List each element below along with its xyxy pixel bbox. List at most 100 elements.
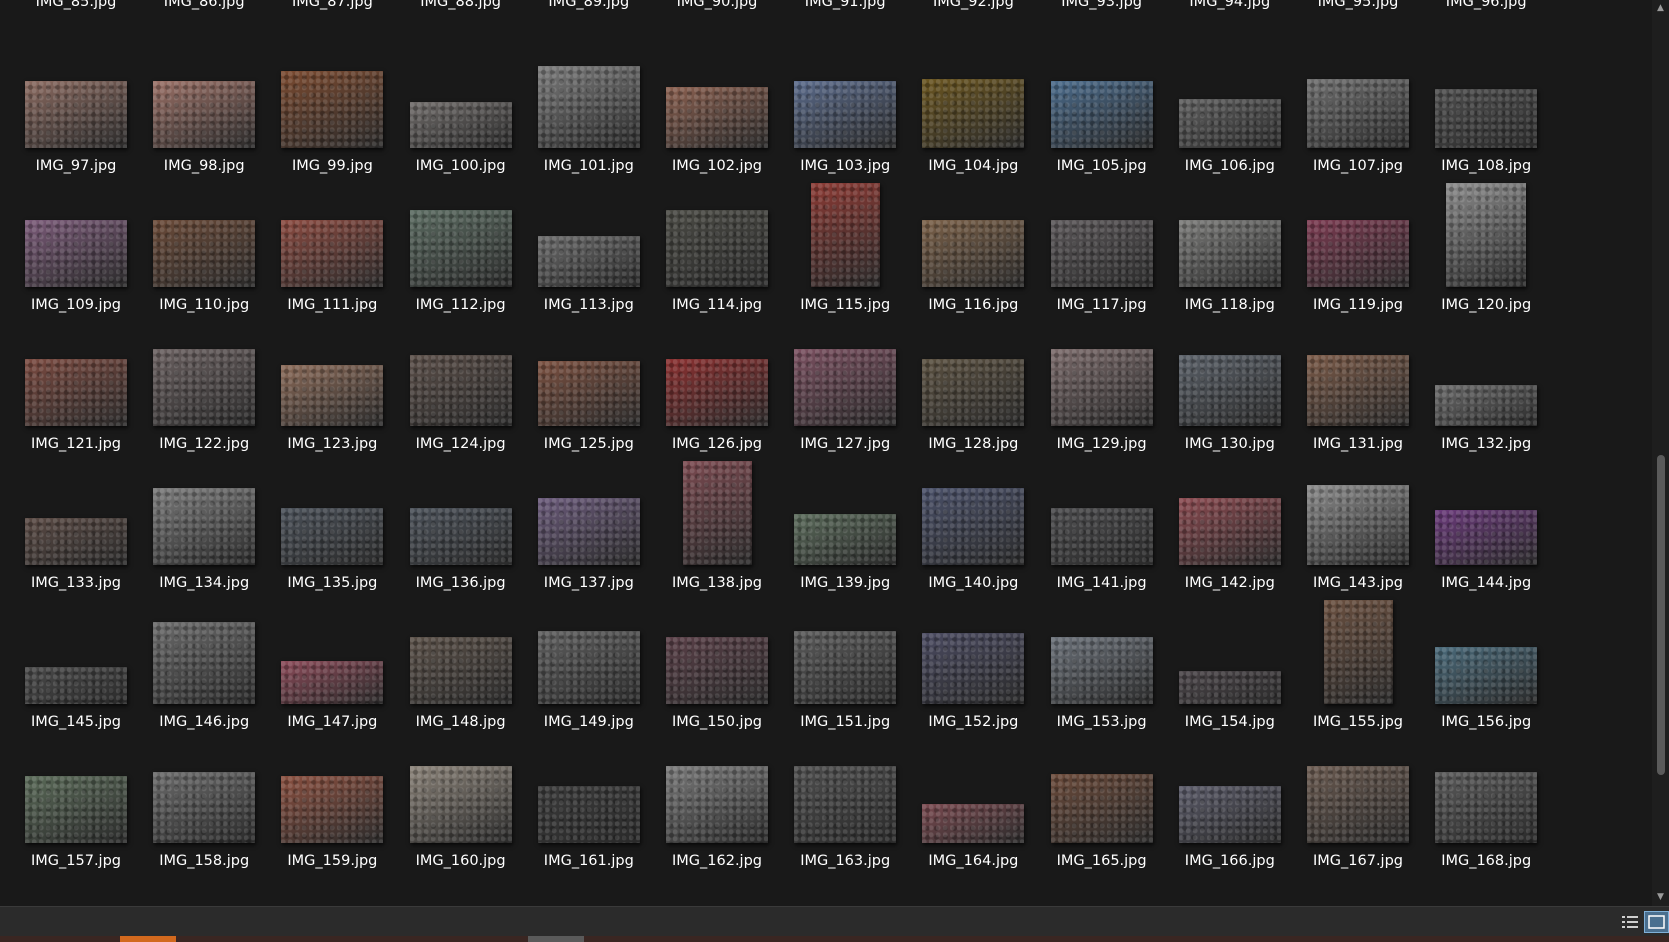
file-item[interactable]: IMG_139.jpg xyxy=(779,455,911,601)
file-item[interactable]: IMG_125.jpg xyxy=(523,316,655,462)
scrollbar-thumb[interactable] xyxy=(1657,455,1665,775)
file-item[interactable]: IMG_164.jpg xyxy=(907,733,1039,879)
file-item[interactable]: IMG_136.jpg xyxy=(395,455,527,601)
file-item[interactable]: IMG_102.jpg xyxy=(651,38,783,184)
file-name-label: IMG_98.jpg xyxy=(163,158,245,174)
file-item[interactable]: IMG_165.jpg xyxy=(1036,733,1168,879)
file-item[interactable]: IMG_105.jpg xyxy=(1036,38,1168,184)
file-item[interactable]: IMG_131.jpg xyxy=(1292,316,1424,462)
large-icons-view-button[interactable] xyxy=(1644,911,1669,933)
file-item[interactable]: IMG_157.jpg xyxy=(10,733,142,879)
file-item[interactable]: IMG_88.jpg xyxy=(395,0,527,14)
file-item[interactable]: IMG_123.jpg xyxy=(266,316,398,462)
file-item[interactable]: IMG_122.jpg xyxy=(138,316,270,462)
taskbar-item[interactable] xyxy=(528,936,584,942)
file-item[interactable]: IMG_130.jpg xyxy=(1164,316,1296,462)
file-item[interactable]: IMG_106.jpg xyxy=(1164,38,1296,184)
file-item[interactable]: IMG_161.jpg xyxy=(523,733,655,879)
file-item[interactable]: IMG_162.jpg xyxy=(651,733,783,879)
file-item[interactable]: IMG_85.jpg xyxy=(10,0,142,14)
file-item[interactable]: IMG_92.jpg xyxy=(907,0,1039,14)
image-thumbnail xyxy=(153,81,256,148)
file-item[interactable]: IMG_156.jpg xyxy=(1420,594,1552,740)
file-item[interactable]: IMG_87.jpg xyxy=(266,0,398,14)
file-item[interactable]: IMG_132.jpg xyxy=(1420,316,1552,462)
file-item[interactable]: IMG_112.jpg xyxy=(395,177,527,323)
file-item[interactable]: IMG_118.jpg xyxy=(1164,177,1296,323)
file-item[interactable]: IMG_96.jpg xyxy=(1420,0,1552,14)
file-item[interactable]: IMG_95.jpg xyxy=(1292,0,1424,14)
file-item[interactable]: IMG_158.jpg xyxy=(138,733,270,879)
file-item[interactable]: IMG_119.jpg xyxy=(1292,177,1424,323)
file-item[interactable]: IMG_90.jpg xyxy=(651,0,783,14)
file-item[interactable]: IMG_144.jpg xyxy=(1420,455,1552,601)
file-item[interactable]: IMG_159.jpg xyxy=(266,733,398,879)
file-item[interactable]: IMG_150.jpg xyxy=(651,594,783,740)
file-item[interactable]: IMG_143.jpg xyxy=(1292,455,1424,601)
details-view-button[interactable] xyxy=(1620,913,1640,931)
file-item[interactable]: IMG_98.jpg xyxy=(138,38,270,184)
file-grid[interactable]: IMG_85.jpg IMG_86.jpg IMG_87.jpg IMG_88.jpg… xyxy=(0,0,1652,906)
file-item[interactable]: IMG_110.jpg xyxy=(138,177,270,323)
file-item[interactable]: IMG_133.jpg xyxy=(10,455,142,601)
thumbnail-frame xyxy=(148,739,260,843)
file-item[interactable]: IMG_120.jpg xyxy=(1420,177,1552,323)
file-item[interactable]: IMG_168.jpg xyxy=(1420,733,1552,879)
file-item[interactable]: IMG_148.jpg xyxy=(395,594,527,740)
file-item[interactable]: IMG_108.jpg xyxy=(1420,38,1552,184)
thumbnail-frame xyxy=(789,322,901,426)
file-item[interactable]: IMG_113.jpg xyxy=(523,177,655,323)
file-item[interactable]: IMG_109.jpg xyxy=(10,177,142,323)
file-item[interactable]: IMG_155.jpg xyxy=(1292,594,1424,740)
file-item[interactable]: IMG_128.jpg xyxy=(907,316,1039,462)
file-item[interactable]: IMG_101.jpg xyxy=(523,38,655,184)
vertical-scrollbar[interactable]: ▲ ▼ xyxy=(1652,0,1669,906)
file-item[interactable]: IMG_86.jpg xyxy=(138,0,270,14)
file-item[interactable]: IMG_137.jpg xyxy=(523,455,655,601)
file-item[interactable]: IMG_100.jpg xyxy=(395,38,527,184)
file-item[interactable]: IMG_97.jpg xyxy=(10,38,142,184)
file-item[interactable]: IMG_153.jpg xyxy=(1036,594,1168,740)
file-item[interactable]: IMG_140.jpg xyxy=(907,455,1039,601)
file-item[interactable]: IMG_115.jpg xyxy=(779,177,911,323)
file-item[interactable]: IMG_121.jpg xyxy=(10,316,142,462)
scroll-down-arrow-icon[interactable]: ▼ xyxy=(1657,892,1664,902)
file-item[interactable]: IMG_134.jpg xyxy=(138,455,270,601)
file-item[interactable]: IMG_114.jpg xyxy=(651,177,783,323)
file-item[interactable]: IMG_166.jpg xyxy=(1164,733,1296,879)
file-item[interactable]: IMG_91.jpg xyxy=(779,0,911,14)
file-item[interactable]: IMG_124.jpg xyxy=(395,316,527,462)
file-item[interactable]: IMG_117.jpg xyxy=(1036,177,1168,323)
file-name-label: IMG_162.jpg xyxy=(672,853,762,869)
file-item[interactable]: IMG_149.jpg xyxy=(523,594,655,740)
file-item[interactable]: IMG_147.jpg xyxy=(266,594,398,740)
file-item[interactable]: IMG_138.jpg xyxy=(651,455,783,601)
file-name-label: IMG_129.jpg xyxy=(1056,436,1147,452)
file-item[interactable]: IMG_142.jpg xyxy=(1164,455,1296,601)
file-item[interactable]: IMG_111.jpg xyxy=(266,177,398,323)
file-item[interactable]: IMG_116.jpg xyxy=(907,177,1039,323)
file-item[interactable]: IMG_99.jpg xyxy=(266,38,398,184)
taskbar-item-active[interactable] xyxy=(120,936,176,942)
file-item[interactable]: IMG_146.jpg xyxy=(138,594,270,740)
file-item[interactable]: IMG_154.jpg xyxy=(1164,594,1296,740)
file-item[interactable]: IMG_89.jpg xyxy=(523,0,655,14)
file-item[interactable]: IMG_151.jpg xyxy=(779,594,911,740)
file-item[interactable]: IMG_126.jpg xyxy=(651,316,783,462)
file-item[interactable]: IMG_167.jpg xyxy=(1292,733,1424,879)
file-item[interactable]: IMG_93.jpg xyxy=(1036,0,1168,14)
thumbnail-frame xyxy=(1174,600,1286,704)
file-item[interactable]: IMG_107.jpg xyxy=(1292,38,1424,184)
file-item[interactable]: IMG_127.jpg xyxy=(779,316,911,462)
file-item[interactable]: IMG_141.jpg xyxy=(1036,455,1168,601)
file-item[interactable]: IMG_103.jpg xyxy=(779,38,911,184)
scroll-up-arrow-icon[interactable]: ▲ xyxy=(1657,3,1664,13)
file-item[interactable]: IMG_135.jpg xyxy=(266,455,398,601)
file-item[interactable]: IMG_152.jpg xyxy=(907,594,1039,740)
file-item[interactable]: IMG_104.jpg xyxy=(907,38,1039,184)
file-item[interactable]: IMG_145.jpg xyxy=(10,594,142,740)
file-item[interactable]: IMG_163.jpg xyxy=(779,733,911,879)
file-item[interactable]: IMG_160.jpg xyxy=(395,733,527,879)
file-item[interactable]: IMG_129.jpg xyxy=(1036,316,1168,462)
file-item[interactable]: IMG_94.jpg xyxy=(1164,0,1296,14)
